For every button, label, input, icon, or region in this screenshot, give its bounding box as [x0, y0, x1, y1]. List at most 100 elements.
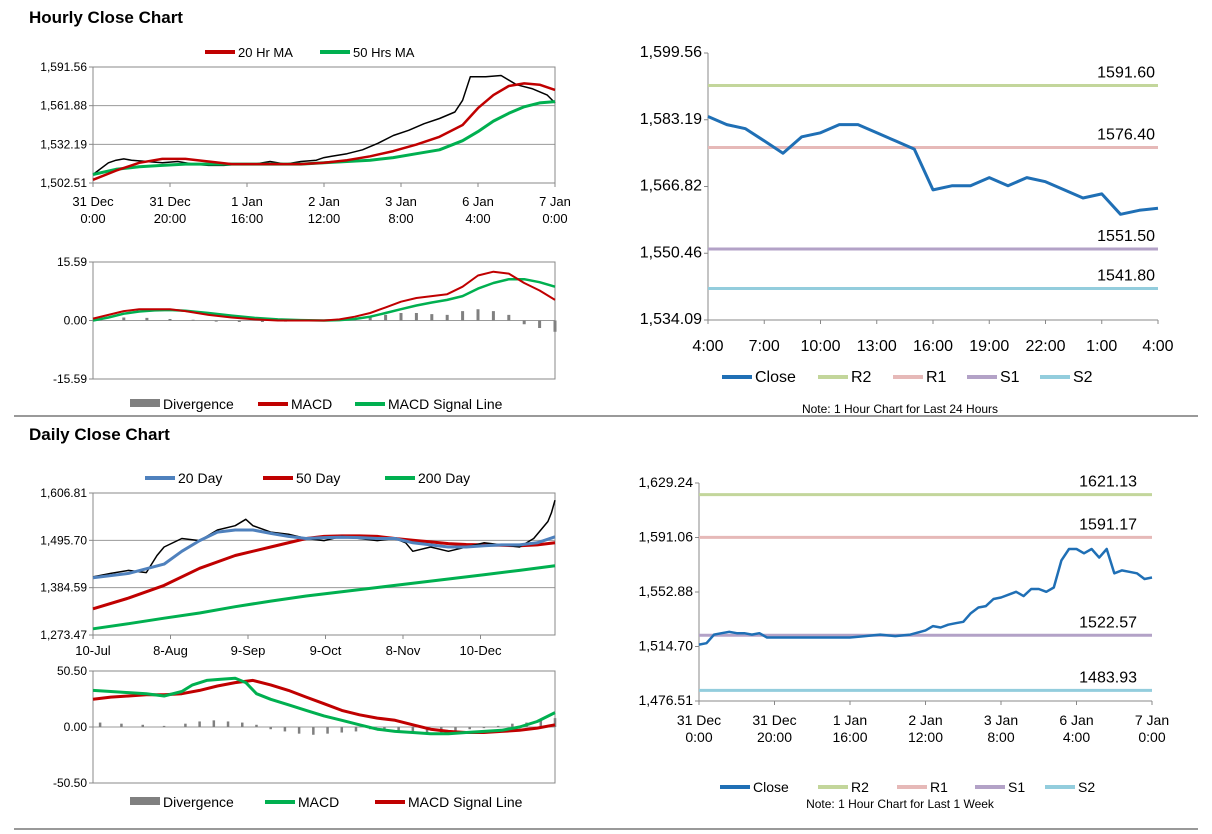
price-series: [92, 74, 556, 176]
daily-price-x-tick-label: 9-Oct: [310, 643, 342, 658]
daily-section-title: Daily Close Chart: [29, 425, 170, 444]
daily-price-x-tick-label: 10-Dec: [460, 643, 502, 658]
close-series: [698, 547, 1153, 646]
daily-pivot-x-tick-label: 6 Jan: [1059, 712, 1093, 728]
divergence-bar: [269, 727, 272, 730]
divergence-bar: [168, 318, 172, 321]
daily-pivot-x-tick-label: 0:00: [685, 729, 712, 745]
daily-pivot-legend-label: S1: [1008, 779, 1025, 795]
hourly-pivot-x-tick-label: 13:00: [857, 338, 897, 355]
hourly-price-x-tick-label: 1 Jan: [231, 194, 263, 209]
daily-pivot-legend-label: R2: [851, 779, 869, 795]
hourly-macd-legend-swatch: [130, 399, 160, 407]
daily-price-plot-frame: [92, 492, 556, 636]
daily-pivot-legend-label: Close: [753, 779, 789, 795]
daily-price-y-tick-label: 1,384.59: [40, 581, 87, 595]
hourly-pivot-legend-label: S2: [1073, 369, 1093, 386]
daily-price-legend-label: 20 Day: [178, 470, 222, 486]
divergence-bar: [98, 722, 102, 727]
hourly-price-y-tick-label: 1,532.19: [40, 137, 87, 151]
daily-price-y-tick-label: 1,606.81: [40, 486, 87, 500]
daily-pivot-legend-label: R1: [930, 779, 948, 795]
pivot-level-label: 1576.40: [1097, 126, 1155, 143]
daily-price-x-tick-label: 10-Jul: [75, 643, 111, 658]
ma-20day-series: [92, 528, 556, 580]
hourly-pivot-note: Note: 1 Hour Chart for Last 24 Hours: [802, 402, 998, 416]
hourly-price-x-tick-label: 6 Jan: [462, 194, 494, 209]
hourly-price-x-tick-label: 20:00: [154, 211, 187, 226]
hourly-price-x-tick-label: 2 Jan: [308, 194, 340, 209]
divergence-bar: [476, 309, 480, 321]
daily-pivot-y-tick-label: 1,476.51: [639, 692, 694, 708]
daily-pivot-x-tick-label: 0:00: [1138, 729, 1165, 745]
daily-macd-y-tick-label: 0.00: [64, 720, 88, 734]
divergence-bar: [507, 314, 511, 321]
daily-macd-legend-label: MACD Signal Line: [408, 794, 523, 810]
divergence-bar: [184, 723, 187, 727]
macd-signal-series: [92, 678, 556, 734]
divergence-bar: [255, 724, 258, 727]
hourly-pivot-x-tick-label: 22:00: [1025, 338, 1065, 355]
hourly-price-x-tick-label: 16:00: [231, 211, 264, 226]
hourly-price-x-tick-label: 0:00: [80, 211, 105, 226]
divergence-bar: [425, 727, 429, 734]
hourly-price-y-tick-label: 1,561.88: [40, 99, 87, 113]
divergence-bar: [326, 727, 329, 734]
hourly-price-x-tick-label: 31 Dec: [149, 194, 191, 209]
macd-signal-series: [92, 277, 556, 322]
hourly-pivot-x-tick-label: 4:00: [1142, 338, 1173, 355]
hourly-pivot-y-tick-label: 1,566.82: [640, 178, 702, 195]
hourly-pivot-x-tick-label: 1:00: [1086, 338, 1117, 355]
hourly-pivot-legend-label: Close: [755, 369, 796, 386]
divergence-bar: [454, 727, 457, 732]
daily-pivot-x-tick-label: 1 Jan: [833, 712, 867, 728]
hourly-price-x-tick-label: 3 Jan: [385, 194, 417, 209]
divergence-bar: [430, 314, 434, 321]
divergence-bar: [260, 320, 264, 323]
pivot-level-label: 1591.17: [1079, 516, 1137, 533]
divergence-bar: [368, 316, 372, 321]
hourly-price-x-tick-label: 31 Dec: [72, 194, 114, 209]
daily-pivot-y-tick-label: 1,552.88: [639, 583, 694, 599]
hourly-pivot-x-tick-label: 4:00: [692, 338, 723, 355]
daily-price-y-tick-label: 1,273.47: [40, 628, 87, 642]
ma-20hr-series: [92, 82, 556, 181]
daily-pivot-x-tick-label: 31 Dec: [752, 712, 796, 728]
daily-price-legend-label: 50 Day: [296, 470, 340, 486]
hourly-pivot-x-tick-label: 10:00: [800, 338, 840, 355]
pivot-level-label: 1541.80: [1097, 268, 1155, 285]
divergence-bar: [122, 317, 126, 321]
hourly-price-x-tick-label: 8:00: [388, 211, 413, 226]
hourly-section-title: Hourly Close Chart: [29, 8, 183, 27]
daily-pivot-y-tick-label: 1,514.70: [639, 638, 694, 654]
divergence-bar: [522, 320, 526, 325]
hourly-price-x-tick-label: 12:00: [308, 211, 341, 226]
close-series: [707, 115, 1159, 216]
daily-macd-legend-label: MACD: [298, 794, 339, 810]
daily-pivot-x-tick-label: 12:00: [908, 729, 943, 745]
divergence-bar: [491, 311, 495, 321]
divergence-bar: [283, 727, 287, 732]
daily-pivot-x-tick-label: 16:00: [832, 729, 867, 745]
daily-price-x-tick-label: 8-Nov: [386, 643, 421, 658]
hourly-price-x-tick-label: 7 Jan: [539, 194, 571, 209]
daily-price-legend-label: 200 Day: [418, 470, 470, 486]
divergence-bar: [553, 718, 557, 727]
hourly-pivot-legend-label: R2: [851, 369, 872, 386]
pivot-level-label: 1483.93: [1079, 669, 1137, 686]
divergence-bar: [340, 727, 344, 733]
ma-50hrs-series: [92, 100, 556, 176]
hourly-macd-legend-label: MACD: [291, 396, 332, 412]
macd-series: [92, 270, 556, 322]
pivot-level-label: 1551.50: [1097, 228, 1155, 245]
daily-price-x-tick-label: 9-Sep: [231, 643, 266, 658]
hourly-pivot-legend-label: S1: [1000, 369, 1020, 386]
divergence-bar: [399, 312, 403, 321]
hourly-pivot-y-tick-label: 1,550.46: [640, 244, 702, 261]
daily-macd-y-tick-label: -50.50: [53, 776, 87, 790]
daily-pivot-x-tick-label: 31 Dec: [677, 712, 721, 728]
macd-series: [92, 676, 556, 736]
pivot-level-label: 1621.13: [1079, 474, 1137, 491]
daily-pivot-x-tick-label: 7 Jan: [1135, 712, 1169, 728]
